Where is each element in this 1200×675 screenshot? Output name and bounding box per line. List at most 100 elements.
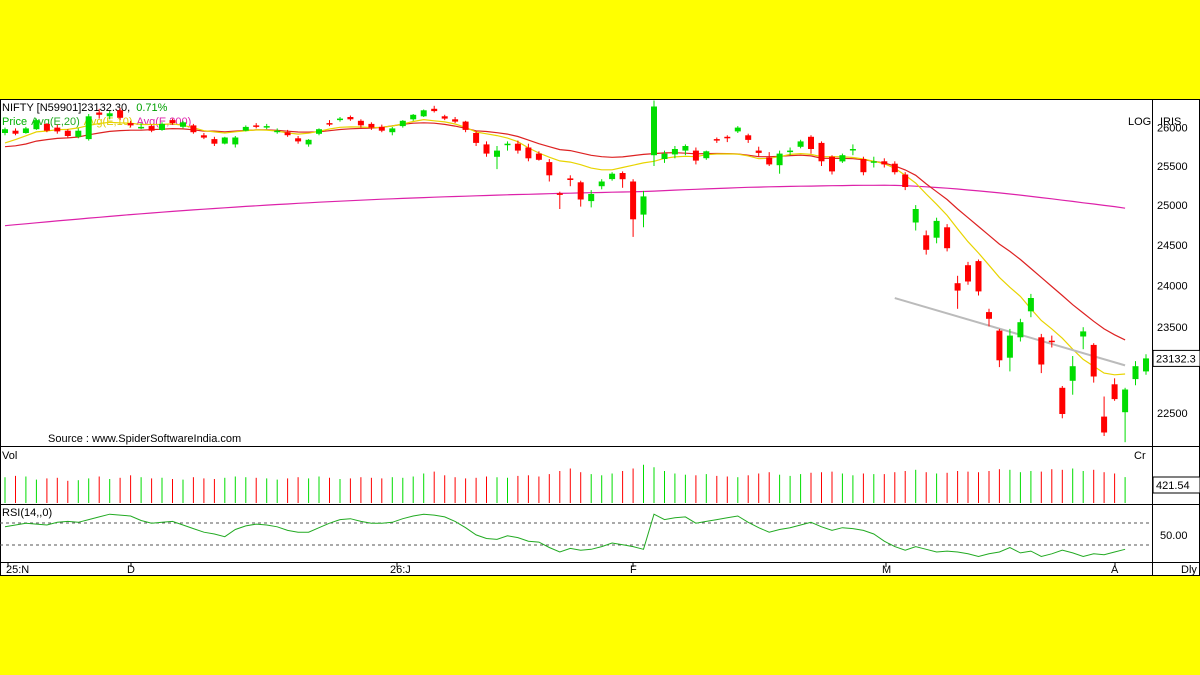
- panel-borders: [0, 99, 1200, 576]
- candle-body: [829, 156, 835, 172]
- candle-body: [692, 150, 699, 161]
- candle-body: [1090, 344, 1097, 377]
- volume-tag-box: [1152, 476, 1200, 494]
- candle-body: [546, 162, 553, 176]
- candle-body: [473, 133, 480, 143]
- candle-body: [494, 150, 500, 157]
- candle-body: [211, 139, 218, 144]
- last-price-tag-text: 23132.3: [1156, 353, 1196, 365]
- candle-body: [1038, 337, 1045, 365]
- candle-body: [2, 129, 8, 133]
- candle-body: [1006, 335, 1013, 358]
- candle-body: [357, 120, 364, 126]
- candle-body: [200, 135, 207, 138]
- volume-unit-label: Cr: [1134, 450, 1146, 462]
- price-tick: 25500: [1157, 161, 1188, 173]
- candle-body: [839, 155, 846, 162]
- candle-body: [12, 130, 19, 134]
- candle-body: [703, 151, 710, 159]
- candle-body: [221, 137, 228, 144]
- candle-body: [745, 135, 752, 140]
- candle-body: [933, 220, 940, 238]
- candle-body: [85, 116, 92, 140]
- candle-body: [504, 143, 511, 146]
- candle-body: [127, 123, 134, 126]
- candle-body: [337, 118, 343, 121]
- change-pct-label: 0.71%: [136, 102, 167, 114]
- volume-tag-text: 421.54: [1156, 480, 1190, 492]
- x-label: 26:J: [390, 564, 411, 576]
- candle-body: [159, 123, 165, 130]
- candle-body: [577, 182, 584, 200]
- chart-frame: NIFTY [N59901]23132.30, 0.71% Price Avg(E,…: [0, 99, 1200, 576]
- ema200-path: [4, 184, 1126, 227]
- candle-body: [1069, 366, 1076, 381]
- candle-body: [965, 265, 971, 282]
- candle-body: [755, 150, 762, 153]
- candle-body: [33, 120, 40, 130]
- period-label: Dly: [1181, 564, 1197, 576]
- candle-body: [1059, 387, 1066, 414]
- candle-body: [944, 227, 951, 249]
- price-tick: 23500: [1157, 322, 1188, 334]
- chart-header: NIFTY [N59901]23132.30, 0.71%: [2, 102, 168, 114]
- candle-body: [263, 126, 270, 128]
- candle-body: [389, 128, 396, 133]
- candle-body: [797, 141, 804, 147]
- legend-ema20: Avg(E,20): [31, 116, 80, 128]
- legend-price: Price: [2, 116, 27, 128]
- candle-body: [399, 120, 406, 127]
- candle-body: [1122, 389, 1129, 413]
- candle-body: [316, 129, 322, 134]
- candle-body: [1101, 416, 1108, 433]
- ema200-line: [4, 184, 1126, 227]
- candle-body: [640, 196, 647, 215]
- candle-body: [860, 159, 867, 173]
- candle-body: [452, 119, 459, 122]
- price-tick: 26000: [1157, 123, 1188, 135]
- brand-label: IRIS: [1160, 116, 1181, 128]
- price-tick: 24000: [1157, 281, 1188, 293]
- candle-body: [567, 178, 574, 180]
- rsi-path: [4, 513, 1126, 558]
- candle-body: [881, 161, 888, 165]
- candle-body: [870, 161, 877, 163]
- candle-body: [682, 146, 689, 151]
- candle-body: [441, 116, 448, 119]
- candle-body: [138, 126, 145, 129]
- candle-body: [734, 127, 741, 132]
- candle-body: [232, 137, 239, 145]
- candle-body: [776, 153, 783, 166]
- candle-body: [117, 110, 124, 118]
- volume-bars: [4, 464, 1126, 503]
- candle-body: [253, 125, 260, 127]
- candle-body: [1027, 298, 1034, 312]
- candle-body: [462, 121, 469, 130]
- candle-body: [630, 181, 637, 220]
- ema10-path: [4, 118, 1126, 376]
- x-label: 25:N: [6, 564, 29, 576]
- candle-body: [923, 235, 930, 250]
- candle-body: [556, 193, 563, 195]
- candle-body: [326, 123, 333, 125]
- candle-body: [483, 144, 490, 154]
- candle-body: [986, 312, 992, 319]
- candle-body: [420, 110, 427, 117]
- candle-body: [431, 108, 438, 112]
- candle-body: [849, 149, 856, 151]
- ema10-line: [4, 118, 1126, 376]
- candle-body: [180, 122, 186, 127]
- price-tick: 24500: [1157, 240, 1188, 252]
- price-axis: 26000 25500 25000 24500 24000 23500 2250…: [1157, 123, 1188, 421]
- candle-body: [724, 136, 731, 139]
- price-tick: 22500: [1157, 408, 1188, 420]
- candle-body: [609, 173, 616, 180]
- rsi-level-tag: 50.00: [1160, 530, 1188, 542]
- candle-body: [54, 127, 61, 132]
- x-label: F: [630, 564, 637, 576]
- candle-body: [912, 209, 919, 223]
- candle-body: [43, 123, 50, 131]
- x-label: M: [882, 564, 891, 576]
- chart-canvas: NIFTY [N59901]23132.30, 0.71% Price Avg(E,…: [0, 99, 1200, 576]
- candle-body: [106, 113, 113, 117]
